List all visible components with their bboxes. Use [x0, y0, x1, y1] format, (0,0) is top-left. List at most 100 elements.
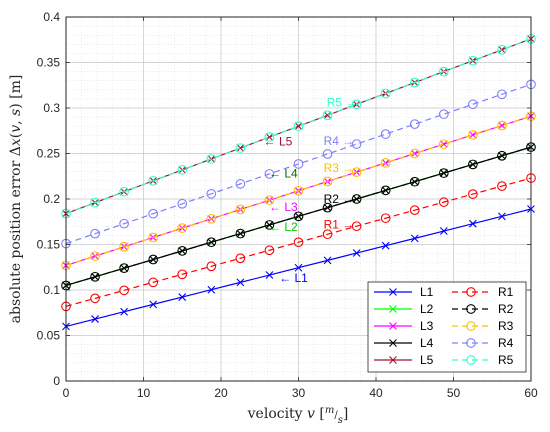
data-point-r4 — [264, 169, 275, 179]
data-point-r5 — [235, 143, 246, 153]
data-point-r2 — [177, 246, 188, 256]
legend-entry-l4: L4 — [374, 336, 434, 350]
annotation-l4: ← L4 — [269, 167, 298, 181]
data-point-l1 — [178, 293, 187, 301]
legend-marker — [389, 288, 397, 296]
data-point-r3 — [409, 148, 420, 159]
ticks-layer: 0 10 20 30 40 50 60 0 0.05 0.1 0.15 0.2 0.25 0.3 0.35 0… — [37, 10, 538, 400]
legend: L1 L2 L3 L4 L5 R1 R2 R3 R4 R5 — [367, 281, 527, 373]
series-line-r2 — [65, 146, 532, 287]
data-point-l5 — [265, 133, 274, 142]
data-point-r2 — [468, 159, 478, 170]
data-point-r4 — [148, 208, 159, 219]
data-point-r4 — [438, 109, 449, 120]
data-point-r2 — [293, 211, 304, 222]
y-tick-label: 0.4 — [43, 10, 60, 24]
y-tick-label: 0.2 — [43, 192, 60, 206]
series-r5 — [61, 33, 536, 219]
series-line-r5 — [65, 38, 532, 215]
legend-marker — [389, 305, 397, 313]
data-point-r3 — [206, 213, 217, 224]
legend-marker — [466, 355, 476, 365]
legend-label: R3 — [498, 319, 514, 333]
data-point-r5 — [322, 110, 333, 121]
data-point-l1 — [439, 227, 448, 235]
legend-label: L3 — [420, 319, 434, 333]
y-tick-label: 0.15 — [37, 238, 61, 252]
data-point-r1 — [177, 269, 188, 280]
data-point-r5 — [264, 132, 275, 142]
data-point-l1 — [236, 278, 245, 287]
data-point-l3 — [498, 121, 506, 130]
data-point-r1 — [235, 253, 246, 264]
data-point-r1 — [438, 197, 449, 207]
data-point-r5 — [119, 186, 129, 197]
data-point-l3 — [410, 149, 419, 158]
data-point-l1 — [323, 256, 332, 265]
x-axis-label: velocity v [m/s] — [247, 405, 349, 426]
data-point-r2 — [90, 271, 100, 282]
data-point-l1 — [120, 307, 129, 316]
y-tick-label: 0.1 — [43, 283, 60, 297]
annotation-l2: ← L2 — [269, 220, 298, 234]
data-point-r1 — [322, 229, 333, 240]
legend-entry-r2: R2 — [452, 302, 514, 316]
series-line-r3 — [65, 115, 532, 267]
legend-entry-l3: L3 — [374, 319, 434, 333]
data-point-r2 — [351, 194, 362, 204]
data-point-r3 — [351, 167, 362, 178]
data-point-r1 — [264, 245, 275, 256]
legend-entry-l2: L2 — [374, 302, 434, 316]
legend-entry-r3: R3 — [452, 319, 514, 333]
data-point-r4 — [468, 99, 478, 110]
data-point-r1 — [380, 213, 391, 224]
data-point-r3 — [322, 176, 333, 187]
legend-entry-l5: L5 — [374, 353, 434, 367]
data-point-r4 — [293, 159, 304, 169]
data-point-r3 — [90, 251, 100, 261]
data-point-r1 — [351, 221, 362, 232]
x-tick-label: 60 — [524, 386, 538, 400]
legend-marker — [466, 338, 476, 348]
data-point-r5 — [90, 197, 100, 208]
data-point-r5 — [177, 165, 188, 175]
legend-marker — [466, 321, 476, 331]
data-point-r1 — [497, 181, 507, 191]
data-point-r5 — [438, 66, 449, 77]
data-point-r1 — [206, 261, 217, 272]
data-point-r3 — [148, 232, 159, 243]
legend-label: L1 — [420, 285, 434, 299]
x-tick-label: 20 — [214, 386, 228, 400]
legend-label: L4 — [420, 336, 434, 350]
data-point-r4 — [235, 179, 246, 189]
legend-entry-r4: R4 — [452, 336, 514, 350]
series-l1 — [62, 205, 535, 331]
data-point-r5 — [206, 154, 217, 164]
legend-label: R1 — [498, 285, 514, 299]
y-tick-label: 0.3 — [43, 101, 60, 115]
data-point-l1 — [352, 249, 361, 257]
series-line-r1 — [65, 177, 532, 307]
data-point-l5 — [236, 144, 245, 152]
data-point-r5 — [468, 55, 478, 66]
data-point-l3 — [439, 140, 448, 149]
data-point-r4 — [380, 129, 391, 139]
annotation-r3: R3 → — [324, 161, 355, 175]
data-point-r1 — [293, 237, 304, 248]
data-point-r2 — [322, 202, 333, 213]
annotation-r4: R4 → — [324, 134, 355, 148]
legend-marker — [389, 322, 397, 330]
data-point-r3 — [380, 157, 391, 168]
data-point-r2 — [148, 254, 159, 265]
data-point-r1 — [119, 285, 129, 296]
data-point-r2 — [264, 220, 275, 230]
legend-marker — [389, 356, 397, 364]
x-tick-label: 0 — [63, 386, 70, 400]
data-point-r4 — [177, 198, 188, 209]
data-point-r2 — [497, 150, 507, 161]
data-point-r3 — [177, 223, 188, 233]
data-point-l3 — [468, 130, 477, 139]
data-point-r3 — [293, 185, 304, 196]
x-tick-label: 50 — [447, 386, 461, 400]
data-point-r3 — [497, 120, 507, 131]
